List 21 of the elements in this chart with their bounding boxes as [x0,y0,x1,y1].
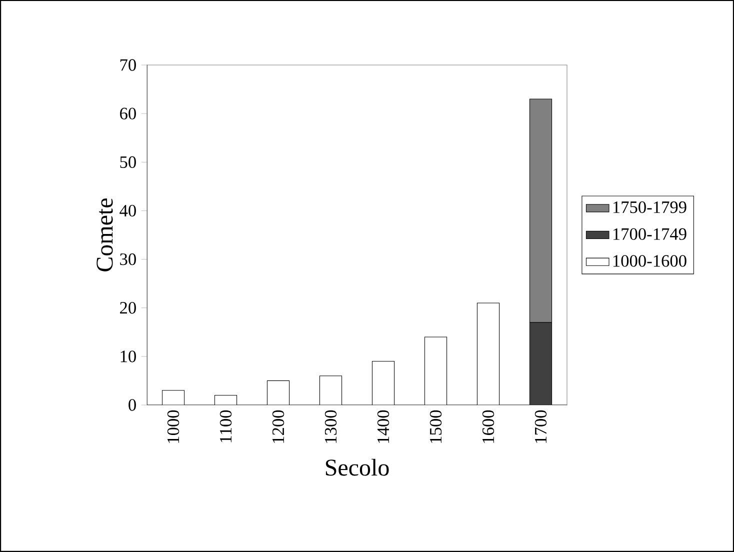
y-tick-label: 40 [120,204,136,217]
y-tick-label: 30 [120,253,136,266]
y-tick-label: 70 [120,59,136,71]
legend-label: 1750-1799 [613,201,686,214]
x-tick-label: 1700 [534,410,547,443]
x-tick-label: 1600 [482,410,494,443]
y-axis-title: Comete [96,198,113,272]
x-tick-label: 1200 [272,410,284,443]
y-tick-label: 60 [120,108,136,120]
y-tick-label: 50 [120,156,136,168]
x-axis-title: Secolo [326,458,389,476]
x-tick-label: 1000 [167,410,180,443]
legend-label: 1700-1749 [613,228,686,240]
x-tick-label: 1100 [220,410,232,442]
x-tick-label: 1500 [430,410,442,443]
x-tick-label: 1400 [377,410,390,443]
legend-label: 1000-1600 [613,255,686,267]
y-tick-label: 10 [120,350,136,362]
y-tick-label: 0 [128,399,136,411]
x-tick-label: 1300 [324,410,337,443]
y-tick-label: 20 [120,302,136,314]
